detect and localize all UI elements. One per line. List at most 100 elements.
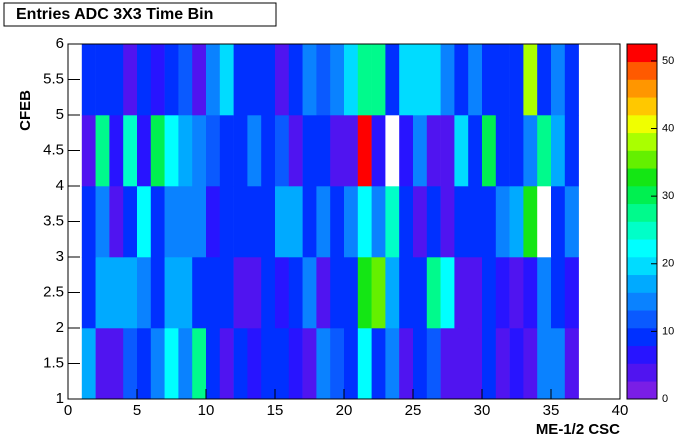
cell	[261, 115, 276, 187]
cell	[164, 257, 179, 329]
cell	[399, 115, 414, 187]
cell	[288, 186, 303, 258]
cell	[440, 115, 455, 187]
cell	[233, 115, 248, 187]
cell	[109, 328, 124, 400]
y-tick-label: 1.5	[43, 354, 64, 371]
cell	[219, 115, 234, 187]
cell	[426, 44, 441, 116]
palette-band	[627, 239, 657, 258]
cell	[81, 44, 96, 116]
z-tick-label: 30	[662, 190, 674, 202]
cell	[233, 328, 248, 400]
palette-band	[627, 328, 657, 347]
cell	[523, 44, 538, 116]
cell	[81, 115, 96, 187]
cell	[468, 186, 483, 258]
cell	[551, 328, 566, 400]
x-tick-label: 10	[198, 402, 215, 419]
cell	[95, 328, 110, 400]
cell	[344, 186, 359, 258]
cell	[178, 44, 193, 116]
palette-band	[627, 345, 657, 364]
cell	[454, 115, 469, 187]
palette-band	[627, 61, 657, 80]
cell	[275, 186, 290, 258]
cell	[371, 257, 386, 329]
cell	[399, 44, 414, 116]
cell	[357, 44, 372, 116]
cell	[385, 186, 400, 258]
cell	[495, 328, 510, 400]
cell	[426, 328, 441, 400]
cell	[233, 44, 248, 116]
cell	[123, 115, 138, 187]
cell	[275, 257, 290, 329]
palette-band	[627, 292, 657, 311]
cell	[123, 257, 138, 329]
palette-band	[627, 79, 657, 98]
cell	[178, 115, 193, 187]
x-tick-label: 30	[474, 402, 491, 419]
cell	[564, 257, 579, 329]
cell	[109, 257, 124, 329]
y-tick-label: 5.5	[43, 70, 64, 87]
cell	[219, 257, 234, 329]
cell	[468, 44, 483, 116]
cell	[137, 328, 152, 400]
cell	[551, 44, 566, 116]
cell	[206, 115, 221, 187]
cell	[95, 115, 110, 187]
cell	[219, 186, 234, 258]
cell	[219, 328, 234, 400]
cell	[275, 44, 290, 116]
cell	[316, 328, 331, 400]
palette-band	[627, 203, 657, 222]
cell	[261, 186, 276, 258]
cell	[288, 115, 303, 187]
cell	[178, 257, 193, 329]
cell	[302, 257, 317, 329]
cell	[316, 186, 331, 258]
x-tick-label: 15	[267, 402, 284, 419]
y-tick-label: 4	[56, 177, 64, 194]
cell	[192, 44, 207, 116]
cell	[206, 328, 221, 400]
cell	[564, 115, 579, 187]
cell	[537, 257, 552, 329]
y-tick-label: 1	[56, 390, 64, 407]
cell	[192, 186, 207, 258]
palette-band	[627, 44, 657, 63]
cell	[288, 44, 303, 116]
cell	[247, 115, 262, 187]
cell	[330, 44, 345, 116]
cell	[192, 257, 207, 329]
cell	[454, 186, 469, 258]
y-tick-label: 6	[56, 35, 64, 52]
cell	[137, 257, 152, 329]
cell	[275, 328, 290, 400]
y-tick-label: 3.5	[43, 212, 64, 229]
cell	[150, 44, 165, 116]
cell	[495, 115, 510, 187]
cell	[344, 44, 359, 116]
cell	[426, 257, 441, 329]
cell	[440, 186, 455, 258]
palette-band	[627, 221, 657, 240]
cell	[316, 257, 331, 329]
cell	[275, 115, 290, 187]
cell	[440, 44, 455, 116]
cell	[164, 115, 179, 187]
title-box	[3, 2, 277, 27]
cell	[123, 44, 138, 116]
z-tick-label: 10	[662, 325, 674, 337]
cell	[247, 328, 262, 400]
cell	[564, 328, 579, 400]
cell	[288, 257, 303, 329]
cell	[495, 186, 510, 258]
z-tick-label: 20	[662, 258, 674, 270]
cell	[413, 115, 428, 187]
cell	[371, 115, 386, 187]
cell	[399, 186, 414, 258]
x-tick-label: 35	[543, 402, 560, 419]
